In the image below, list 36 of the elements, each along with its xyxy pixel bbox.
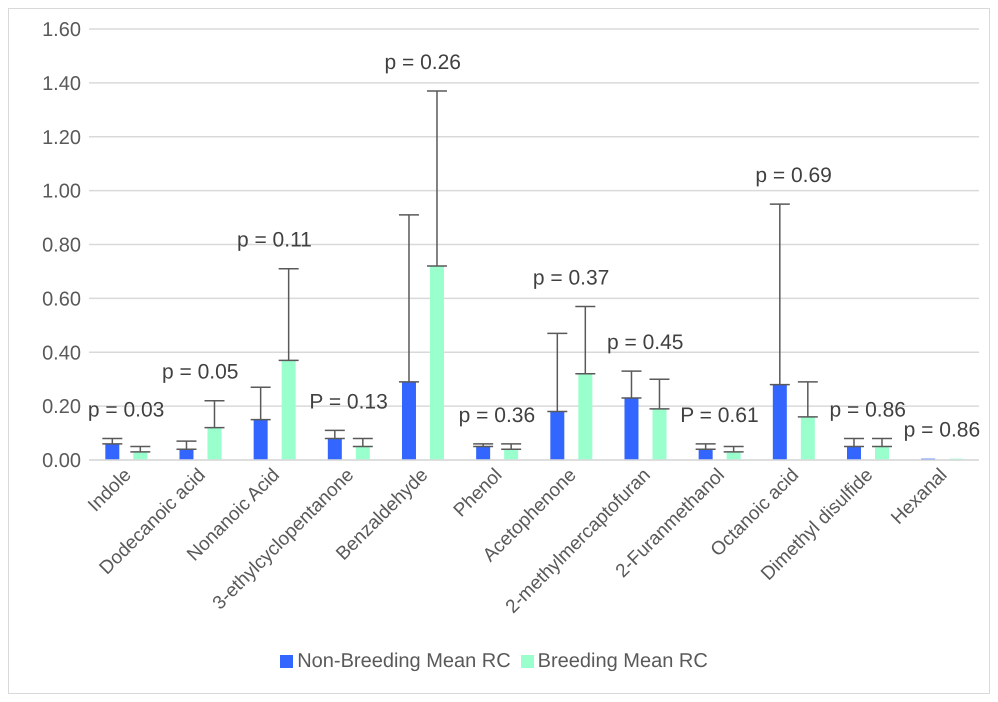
bar	[652, 408, 666, 460]
y-tick-label: 0.40	[42, 342, 81, 364]
bar	[328, 438, 342, 460]
annotation: p = 0.86	[830, 398, 906, 422]
bar	[800, 416, 815, 460]
annotation: p = 0.05	[162, 360, 238, 384]
bar	[207, 428, 222, 460]
bar	[624, 398, 638, 460]
annotation: p = 0.45	[607, 331, 684, 354]
y-tick-label: 1.60	[42, 19, 81, 42]
annotation: P = 0.13	[309, 390, 388, 414]
y-tick-label: 0.00	[42, 450, 81, 472]
bar	[402, 382, 416, 460]
annotation: p = 0.26	[384, 50, 461, 74]
annotation: p = 0.69	[755, 164, 832, 188]
annotation: p = 0.36	[458, 404, 536, 427]
annotation: p = 0.03	[88, 398, 164, 422]
y-tick-label: 1.40	[42, 72, 81, 95]
bar	[772, 384, 787, 460]
bar	[105, 444, 120, 460]
bar	[550, 412, 564, 460]
y-tick-label: 0.80	[42, 234, 81, 257]
annotation: p = 0.37	[532, 266, 610, 290]
y-tick-label: 1.20	[42, 126, 81, 149]
bar	[430, 266, 444, 460]
annotation: p = 0.11	[236, 228, 312, 252]
bar	[282, 360, 296, 460]
legend-label: Breeding Mean RC	[538, 650, 708, 672]
y-tick-label: 0.60	[42, 288, 81, 310]
bar	[578, 374, 592, 460]
annotation: p = 0.86	[904, 418, 980, 442]
legend-label: Non-Breeding Mean RC	[297, 650, 511, 672]
bar	[254, 420, 268, 460]
y-tick-label: 1.00	[42, 180, 81, 203]
y-tick-label: 0.20	[42, 396, 81, 418]
annotation: P = 0.61	[680, 404, 759, 427]
